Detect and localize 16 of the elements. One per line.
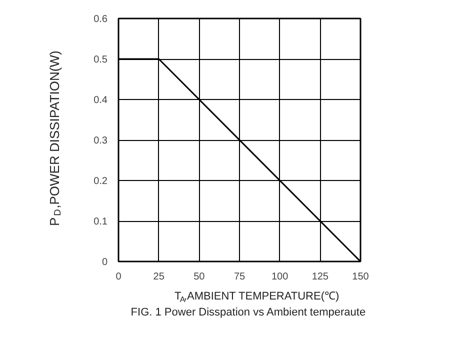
y-tick-label: 0.5 xyxy=(94,54,108,66)
y-tick-label: 0.2 xyxy=(94,176,108,187)
caption: FIG. 1 Power Disspation vs Ambient temperaute xyxy=(130,306,366,318)
y-tick-label: 0 xyxy=(102,257,108,268)
y-tick-label: 0.6 xyxy=(94,14,108,25)
x-tick-label: 125 xyxy=(312,272,329,282)
x-tick-label: 75 xyxy=(234,272,246,282)
x-tick-label: 0 xyxy=(116,272,122,282)
x-tick-label: 50 xyxy=(194,272,206,282)
y-tick-label: 0.4 xyxy=(94,95,108,106)
x-tick-label: 150 xyxy=(352,272,370,282)
y-axis-title: PD,POWER DISSIPATION(W) xyxy=(47,50,62,226)
x-tick-label: 100 xyxy=(271,272,289,282)
y-tick-label: 0.1 xyxy=(94,216,108,228)
y-tick-label: 0.3 xyxy=(94,136,108,146)
x-tick-label: 25 xyxy=(153,272,165,282)
